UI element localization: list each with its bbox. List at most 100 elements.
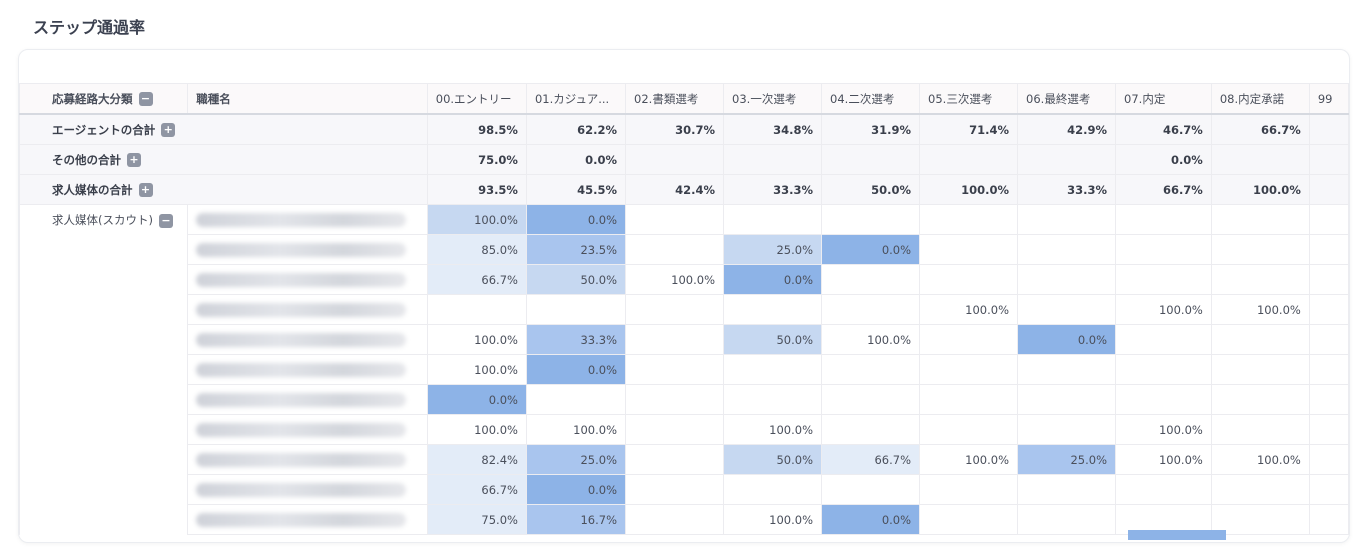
job-name-cell: [187, 354, 428, 385]
rate-cell: [1210, 324, 1310, 355]
job-name-cell: [187, 234, 428, 265]
rate-cell: 100.0%: [919, 294, 1019, 325]
rate-cell: 50.0%: [723, 444, 823, 475]
rate-cell: 66.7%: [426, 264, 527, 295]
rate-cell: [1115, 324, 1212, 355]
rate-cell: [821, 264, 921, 295]
summary-value-cell: 45.5%: [525, 174, 627, 205]
rate-cell: [426, 294, 527, 325]
rate-cell: 100.0%: [426, 204, 527, 235]
column-header-step[interactable]: 07.内定: [1115, 83, 1212, 115]
redacted-job-name: [196, 392, 407, 407]
expand-button[interactable]: +: [127, 153, 141, 167]
pivot-table-card: 応募経路大分類 − 職種名 00.エントリー 01.カジュア... 02.書類選考…: [18, 49, 1350, 543]
detail-row: 100.0% 100.0% 100.0%: [20, 294, 1349, 325]
redacted-job-name: [196, 452, 407, 467]
rate-cell: [625, 234, 725, 265]
table-scroll-area[interactable]: 応募経路大分類 − 職種名 00.エントリー 01.カジュア... 02.書類選考…: [19, 83, 1349, 542]
column-header-step[interactable]: 99: [1308, 83, 1349, 115]
rate-cell: 16.7%: [525, 504, 627, 535]
summary-label-cell: その他の合計 +: [19, 144, 428, 175]
summary-value-cell: [919, 144, 1019, 175]
rate-cell: 0.0%: [525, 354, 627, 385]
collapse-button[interactable]: −: [138, 92, 153, 106]
summary-value-cell: 42.9%: [1017, 113, 1117, 145]
summary-row: その他の合計 +75.0% 0.0% 0.0%: [19, 144, 1349, 175]
rate-cell: [919, 234, 1019, 265]
rate-cell: 0.0%: [821, 504, 921, 535]
summary-value-cell: 33.3%: [723, 174, 823, 205]
column-header-step[interactable]: 08.内定承諾: [1210, 83, 1310, 115]
rate-cell: 100.0%: [1210, 444, 1310, 475]
summary-value-cell: 100.0%: [1210, 174, 1310, 205]
rate-cell: [919, 264, 1019, 295]
column-header-step[interactable]: 01.カジュア...: [525, 83, 627, 115]
rate-cell: 100.0%: [1115, 294, 1212, 325]
rate-cell: [1308, 324, 1349, 355]
summary-value-cell: [1308, 174, 1349, 205]
summary-value-cell: [1210, 144, 1310, 175]
rate-cell: 100.0%: [426, 414, 527, 445]
rate-cell: 33.3%: [525, 324, 627, 355]
column-header-step[interactable]: 06.最終選考: [1017, 83, 1117, 115]
summary-value-cell: 33.3%: [1017, 174, 1117, 205]
expand-button[interactable]: +: [138, 183, 153, 197]
rate-cell: [1115, 234, 1212, 265]
rate-cell: [1210, 504, 1310, 535]
rate-cell: [919, 324, 1019, 355]
rate-cell: [821, 204, 921, 235]
rate-cell: 66.7%: [821, 444, 921, 475]
rate-cell: [625, 444, 725, 475]
rate-cell: [1210, 384, 1310, 415]
group-label-cell: 求人媒体(スカウト) −: [19, 204, 189, 535]
summary-value-cell: 98.5%: [426, 113, 527, 145]
expand-button[interactable]: +: [161, 123, 176, 137]
summary-label-cell: 求人媒体の合計 +: [19, 174, 428, 205]
job-name-cell: [187, 414, 428, 445]
column-header-step[interactable]: 00.エントリー: [426, 83, 527, 115]
rate-cell: 25.0%: [525, 444, 627, 475]
collapse-button[interactable]: −: [158, 213, 173, 228]
rate-cell: 0.0%: [723, 264, 823, 295]
summary-value-cell: [625, 144, 725, 175]
rate-cell: [1017, 504, 1117, 535]
summary-value-cell: 66.7%: [1210, 113, 1310, 145]
rate-cell: [1210, 264, 1310, 295]
column-header-step[interactable]: 05.三次選考: [919, 83, 1019, 115]
redacted-job-name: [196, 242, 407, 257]
rate-cell: [821, 384, 921, 415]
rate-cell: 23.5%: [525, 234, 627, 265]
job-name-cell: [187, 294, 428, 325]
job-name-cell: [187, 444, 428, 475]
redacted-job-name: [196, 212, 407, 227]
rate-cell: [1308, 354, 1349, 385]
rate-cell: [525, 384, 627, 415]
rate-cell: 100.0%: [525, 414, 627, 445]
rate-cell: [1210, 354, 1310, 385]
summary-value-cell: [1017, 144, 1117, 175]
summary-label: エージェントの合計: [52, 122, 156, 137]
rate-cell: [919, 504, 1019, 535]
detail-row: 66.7% 0.0%: [20, 474, 1349, 505]
column-header-step[interactable]: 03.一次選考: [723, 83, 823, 115]
summary-value-cell: 62.2%: [525, 113, 627, 145]
redacted-job-name: [196, 512, 407, 527]
rate-cell: [1210, 234, 1310, 265]
detail-row: 0.0%: [20, 384, 1349, 415]
rate-cell: [625, 414, 725, 445]
summary-value-cell: 93.5%: [426, 174, 527, 205]
rate-cell: [1115, 264, 1212, 295]
rate-cell: [1017, 264, 1117, 295]
rate-cell: [625, 294, 725, 325]
rate-cell: [1308, 264, 1349, 295]
rate-cell: 85.0%: [426, 234, 527, 265]
rate-cell: [1017, 384, 1117, 415]
rate-cell: [1210, 414, 1310, 445]
summary-label: 求人媒体の合計: [52, 182, 133, 197]
summary-value-cell: 0.0%: [525, 144, 627, 175]
rate-cell: [1017, 294, 1117, 325]
column-header-step[interactable]: 02.書類選考: [625, 83, 725, 115]
redacted-job-name: [196, 422, 407, 437]
column-header-step[interactable]: 04.二次選考: [821, 83, 921, 115]
detail-row: 75.0% 16.7% 100.0% 0.0%: [20, 504, 1349, 535]
